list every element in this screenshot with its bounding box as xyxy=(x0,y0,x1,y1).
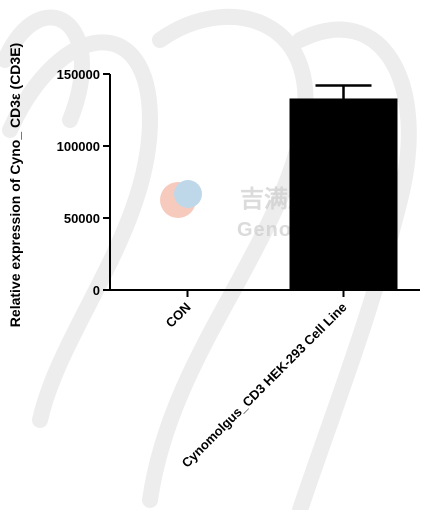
y-axis: 0 50000 100000 150000 xyxy=(57,67,111,298)
y-tick-label: 0 xyxy=(93,283,100,298)
watermark-swirls xyxy=(0,9,417,510)
x-tick-label: CON xyxy=(163,300,194,331)
y-tick-label: 100000 xyxy=(57,139,100,154)
y-tick-label: 150000 xyxy=(57,67,100,82)
bar xyxy=(289,98,398,290)
y-axis-title: Relative expression of Cyno_ CD3ε (CD3E) xyxy=(7,43,23,327)
bars-group xyxy=(289,84,398,290)
y-tick-label: 50000 xyxy=(64,211,100,226)
